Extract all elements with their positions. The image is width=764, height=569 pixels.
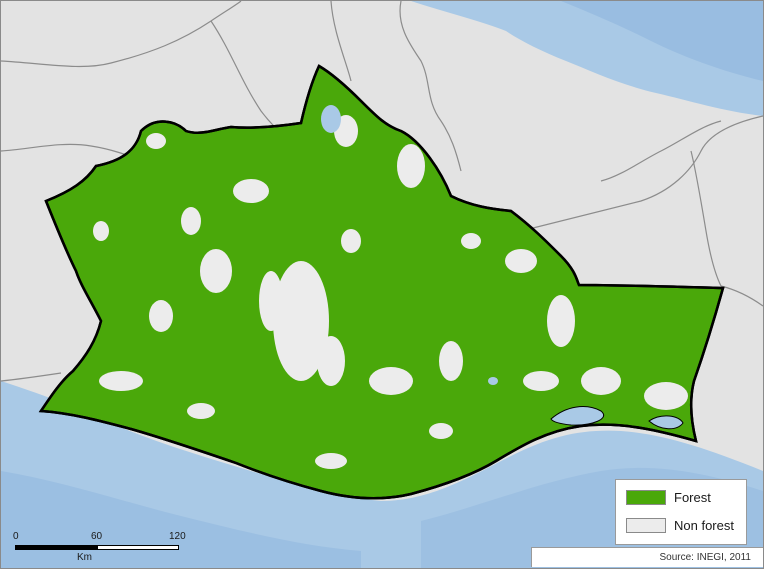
admin-boundaries <box>1 1 763 382</box>
legend-label: Forest <box>674 489 711 505</box>
map-legend: Forest Non forest <box>615 479 747 545</box>
scale-tick-0: 0 <box>13 531 19 542</box>
non-forest-swatch <box>626 517 666 533</box>
pacific-deep <box>1 471 361 568</box>
legend-item-non-forest: Non forest <box>626 517 734 533</box>
scale-bar-segment-2 <box>97 545 179 550</box>
legend-label: Non forest <box>674 517 734 533</box>
state-border <box>38 64 725 500</box>
scale-unit: Km <box>77 552 92 563</box>
lagoons <box>321 105 684 430</box>
scale-bar-segment-1 <box>15 545 97 550</box>
scale-bar: 0 60 120 Km <box>13 531 195 567</box>
forest-swatch <box>626 489 666 505</box>
legend-item-forest: Forest <box>626 489 711 505</box>
scale-tick-120: 120 <box>169 531 186 542</box>
source-credit: Source: INEGI, 2011 <box>531 547 763 567</box>
non-forest-patches <box>93 115 688 469</box>
scale-tick-60: 60 <box>91 531 103 542</box>
gulf-deep <box>561 1 763 81</box>
